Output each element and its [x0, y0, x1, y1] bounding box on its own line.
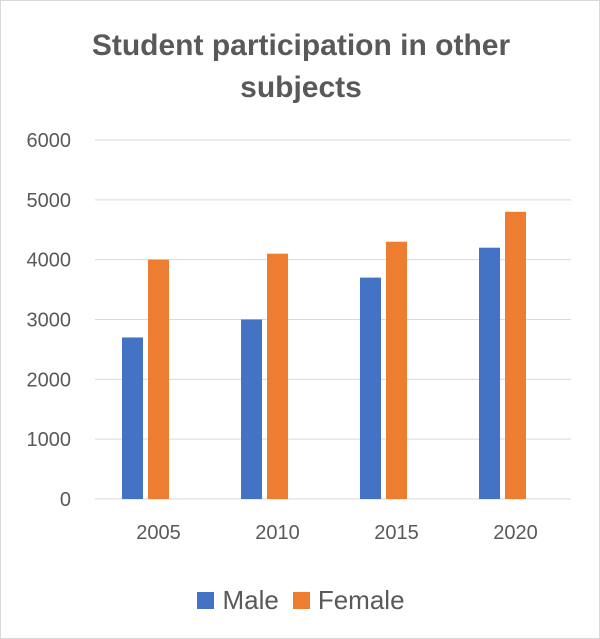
x-tick-label: 2015 — [374, 522, 419, 544]
bars — [122, 211, 526, 500]
bar-male-2015 — [360, 277, 381, 499]
y-tick-label: 0 — [60, 489, 71, 511]
y-tick-label: 4000 — [27, 250, 72, 272]
y-axis-ticks: 0 1000 2000 3000 4000 5000 6000 — [27, 130, 72, 511]
legend-label: Male — [222, 585, 279, 615]
bar-male-2010 — [241, 319, 262, 499]
y-tick-label: 5000 — [27, 190, 72, 212]
y-tick-label: 2000 — [27, 369, 72, 391]
legend-swatch — [197, 592, 215, 609]
bar-male-2020 — [479, 247, 500, 499]
bar-female-2010 — [267, 253, 288, 499]
x-tick-label: 2010 — [255, 522, 300, 544]
legend-swatch — [292, 592, 310, 609]
x-tick-label: 2005 — [136, 522, 181, 544]
chart-title: Student participation in other subjects — [91, 29, 511, 104]
legend: Male Female — [1, 585, 600, 616]
bar-male-2005 — [122, 337, 143, 499]
x-tick-label: 2020 — [493, 522, 538, 544]
y-tick-label: 6000 — [27, 130, 72, 152]
y-tick-label: 1000 — [27, 429, 72, 451]
y-tick-label: 3000 — [27, 310, 72, 332]
bar-female-2020 — [505, 211, 526, 500]
x-axis-ticks: 2005 2010 2015 2020 — [136, 522, 538, 544]
bar-female-2015 — [386, 241, 407, 499]
bar-female-2005 — [148, 259, 169, 499]
legend-item-male: Male — [197, 585, 279, 616]
legend-item-female: Female — [292, 585, 405, 616]
legend-label: Female — [317, 585, 405, 615]
